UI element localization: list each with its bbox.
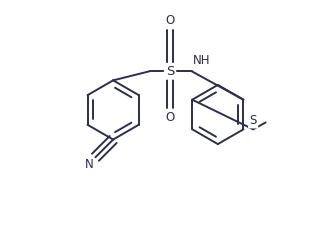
Text: O: O [166, 111, 175, 124]
Text: S: S [250, 114, 257, 127]
Text: O: O [166, 14, 175, 27]
Text: S: S [166, 65, 174, 78]
Text: N: N [85, 158, 94, 171]
Text: NH: NH [193, 54, 210, 67]
